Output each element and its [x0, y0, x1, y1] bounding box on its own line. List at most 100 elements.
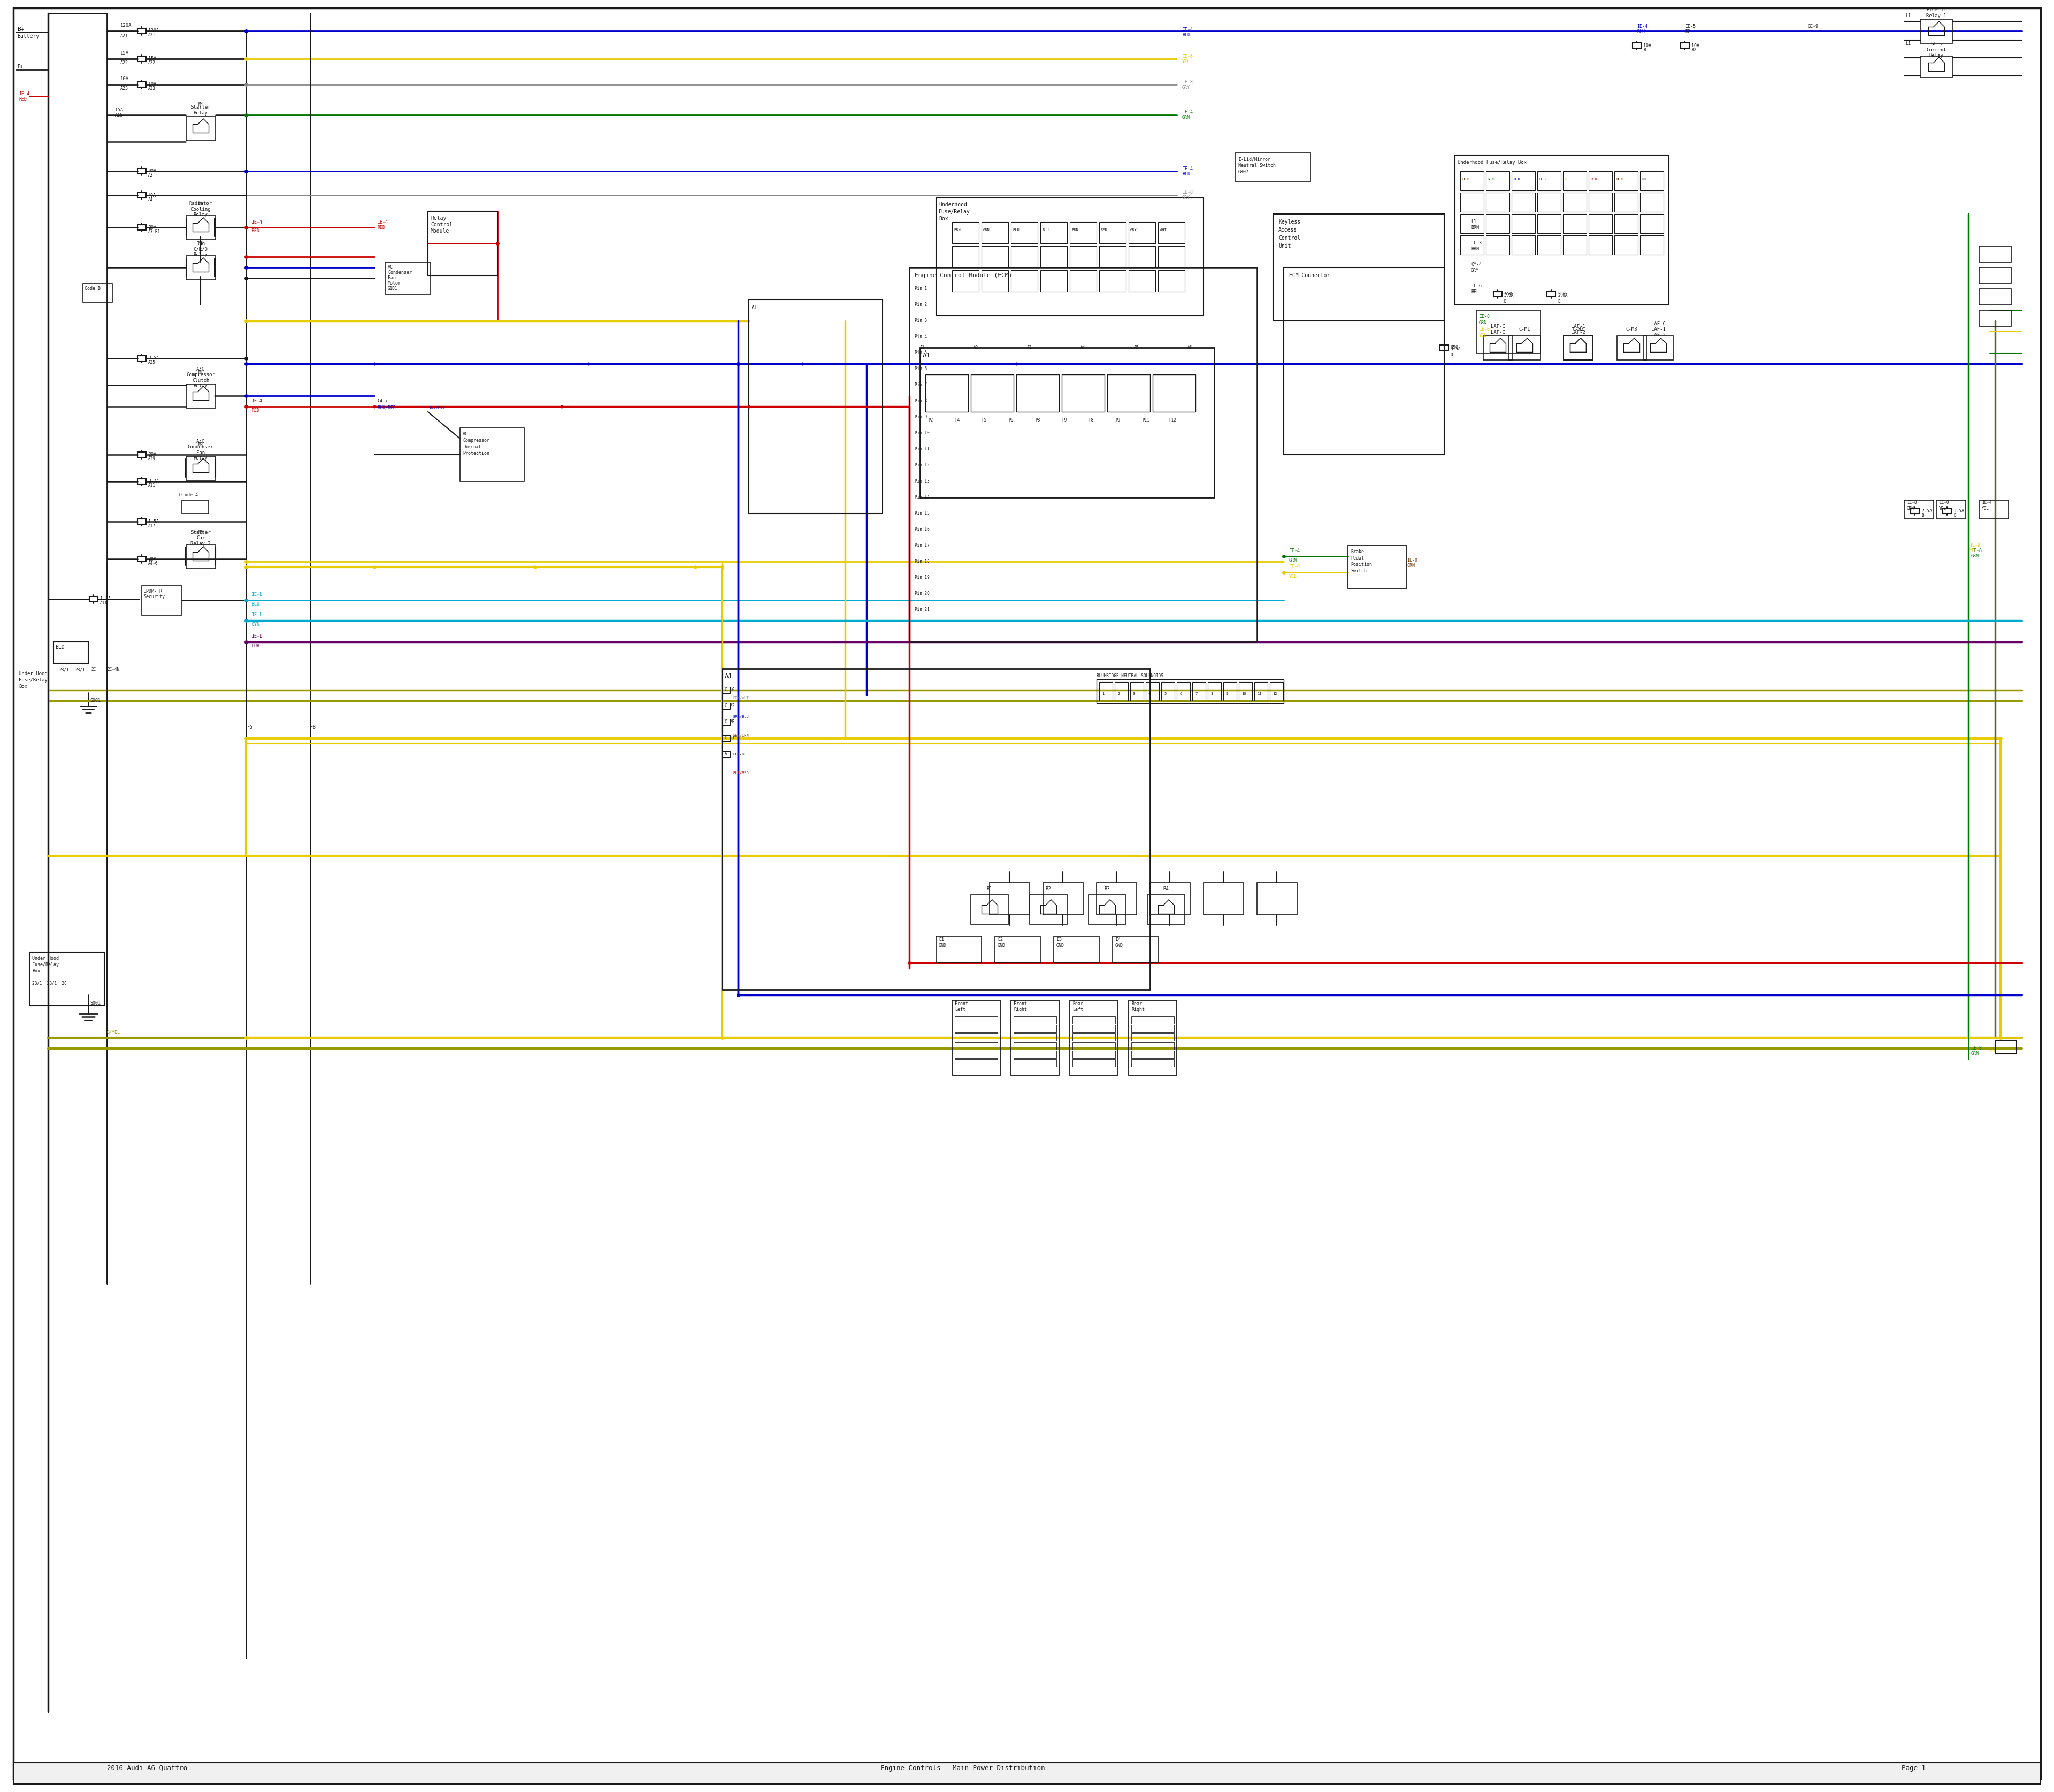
Text: IL-3
BRN: IL-3 BRN [1471, 240, 1481, 251]
Bar [937, 197, 1204, 315]
Bar [1980, 246, 2011, 262]
Bar [1485, 192, 1510, 211]
Text: F8: F8 [310, 726, 316, 729]
Text: 15A: 15A [115, 108, 123, 113]
Text: Underhood Fuse/Relay Box: Underhood Fuse/Relay Box [1458, 159, 1526, 165]
Bar [1512, 213, 1534, 233]
Text: BRN: BRN [1462, 177, 1469, 181]
Bar [1128, 246, 1154, 267]
Bar [994, 935, 1041, 962]
Bar [1128, 222, 1154, 244]
Bar [1089, 894, 1126, 925]
Bar [1011, 246, 1037, 267]
Text: IE-0
YEL: IE-0 YEL [1939, 500, 1949, 511]
Text: C 22: C 22 [725, 704, 735, 708]
Text: BLU: BLU [1538, 177, 1547, 181]
Text: IE-8: IE-8 [1183, 190, 1193, 195]
Text: A22: A22 [148, 61, 156, 66]
Text: ECM Connector: ECM Connector [1290, 272, 1329, 278]
Bar [926, 375, 967, 412]
Bar [920, 348, 1214, 498]
Text: Pin 17: Pin 17 [914, 543, 930, 548]
Bar [1132, 1050, 1175, 1057]
Bar [1158, 271, 1185, 292]
Bar [1904, 500, 1933, 520]
Text: Fuse/Relay: Fuse/Relay [18, 677, 47, 683]
Text: A3-B1: A3-B1 [148, 229, 160, 235]
Bar [1072, 1034, 1115, 1041]
Bar [1347, 545, 1407, 588]
Text: IE-4: IE-4 [1183, 109, 1193, 115]
Bar [1536, 172, 1561, 190]
Text: IE-4: IE-4 [251, 220, 263, 224]
Text: B: B [1953, 513, 1955, 518]
Bar [1072, 1025, 1115, 1032]
Bar [1508, 335, 1540, 360]
Bar [138, 357, 146, 360]
Text: IE-4: IE-4 [1183, 167, 1193, 170]
Bar [88, 597, 99, 602]
Bar [1920, 56, 1953, 77]
Bar [1633, 43, 1641, 48]
Text: PUR: PUR [251, 643, 259, 649]
Bar [138, 56, 146, 61]
Text: L1
BRN: L1 BRN [1471, 219, 1479, 229]
Text: C 10: C 10 [725, 688, 735, 692]
Bar [1616, 335, 1647, 360]
Text: F5: F5 [246, 726, 253, 729]
Text: Rear
Right: Rear Right [1132, 1002, 1144, 1012]
Text: GRN: GRN [984, 228, 990, 231]
Text: CYN: CYN [251, 622, 259, 627]
Text: LAF-1
LAF-2: LAF-1 LAF-2 [1571, 324, 1586, 335]
Bar [972, 375, 1013, 412]
Bar [187, 457, 216, 480]
Text: B+: B+ [16, 65, 23, 70]
Text: P5: P5 [982, 418, 986, 423]
Text: 10A: 10A [1643, 43, 1651, 48]
Bar [953, 1000, 1000, 1075]
Text: GRN: GRN [1183, 115, 1189, 120]
Text: Pin 2: Pin 2 [914, 303, 926, 306]
Bar [1132, 1034, 1175, 1041]
Text: 2.5A: 2.5A [148, 357, 158, 360]
Bar [982, 271, 1009, 292]
Bar [1269, 683, 1284, 701]
Bar [1512, 235, 1534, 254]
Text: GRY: GRY [1183, 195, 1189, 201]
Text: Module: Module [431, 228, 450, 233]
Text: 10A: 10A [121, 77, 129, 82]
Bar [1130, 683, 1144, 701]
Text: IE-6: IE-6 [1183, 54, 1193, 59]
Text: 2B/1  2B/1  2C: 2B/1 2B/1 2C [33, 980, 66, 986]
Bar [1070, 246, 1097, 267]
Bar [1536, 235, 1561, 254]
Text: YEL: YEL [1290, 573, 1298, 579]
Text: 11: 11 [1257, 692, 1261, 695]
Text: Code B: Code B [84, 287, 101, 292]
Text: ELD: ELD [55, 645, 64, 650]
Text: IE-4: IE-4 [1637, 25, 1647, 29]
Text: Fan
C/R/O
Relay: Fan C/R/O Relay [193, 242, 207, 258]
Text: HICM-11
Relay 1: HICM-11 Relay 1 [1927, 7, 1947, 18]
Text: A3: A3 [1027, 346, 1031, 349]
Text: 120A: 120A [148, 29, 158, 34]
Bar [138, 478, 146, 484]
Bar [138, 192, 146, 197]
Bar [1273, 213, 1444, 321]
Bar [1680, 43, 1688, 48]
Text: 10A: 10A [1690, 43, 1699, 48]
Text: A17: A17 [148, 523, 156, 529]
Bar [1639, 213, 1664, 233]
Bar [1013, 1034, 1056, 1041]
Text: IE-4: IE-4 [18, 91, 29, 97]
Text: Neutral Switch: Neutral Switch [1239, 163, 1276, 168]
Text: Pin 1: Pin 1 [914, 287, 926, 292]
Bar [982, 246, 1009, 267]
Bar [1980, 310, 2011, 326]
Bar [142, 586, 183, 615]
Text: P9: P9 [1115, 418, 1119, 423]
Bar [955, 1050, 998, 1057]
Text: P2: P2 [928, 418, 933, 423]
Text: 1: 1 [1101, 692, 1105, 695]
Text: Radiator
Cooling
Relay: Radiator Cooling Relay [189, 201, 212, 217]
